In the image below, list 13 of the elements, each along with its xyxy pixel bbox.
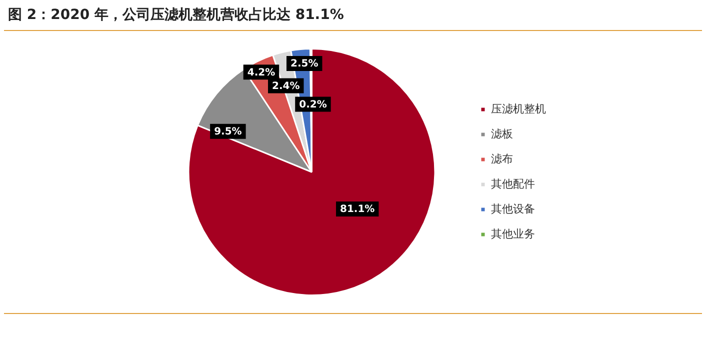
legend-label: 压滤机整机 <box>491 102 546 116</box>
data-label: 4.2% <box>247 67 276 78</box>
data-label: 0.2% <box>299 99 327 110</box>
legend-label: 其他业务 <box>491 227 535 240</box>
data-label: 2.4% <box>272 80 300 92</box>
data-label: 9.5% <box>214 126 242 138</box>
legend-label: 滤布 <box>491 152 513 166</box>
legend-label: 滤板 <box>491 127 513 140</box>
legend-label: 其他配件 <box>491 177 535 190</box>
data-label: 81.1% <box>340 204 375 216</box>
legend-label: 其他设备 <box>491 202 535 216</box>
data-label: 2.5% <box>290 58 318 70</box>
chart-title: 图 2：2020 年，公司压滤机整机营收占比达 81.1% <box>8 6 344 24</box>
